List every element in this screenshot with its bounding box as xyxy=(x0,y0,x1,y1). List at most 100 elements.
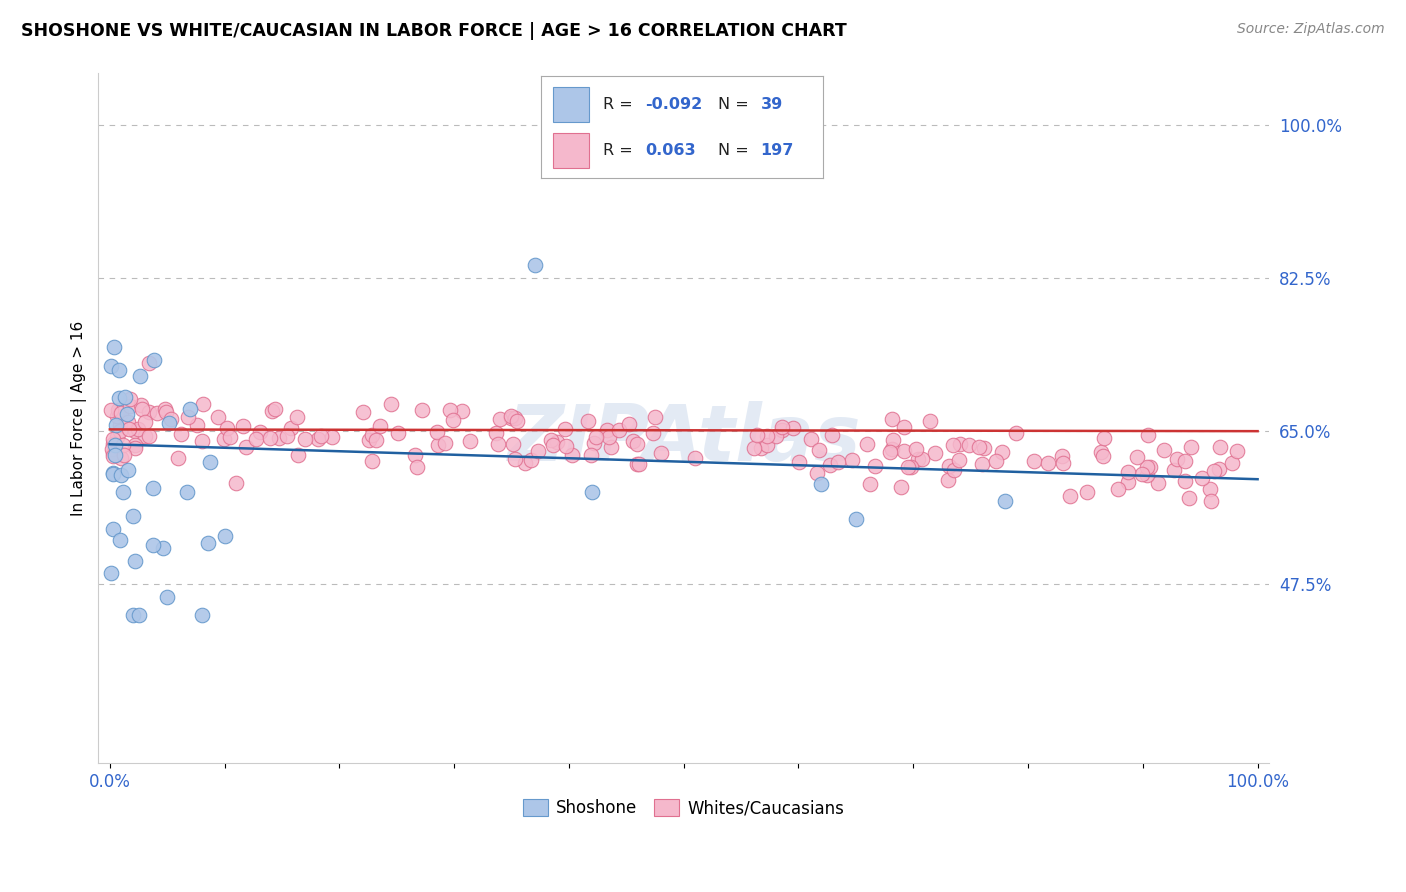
Point xyxy=(683,451,706,466)
Point xyxy=(214,529,236,543)
Point xyxy=(138,429,160,443)
Point xyxy=(259,432,281,446)
Point xyxy=(1059,489,1081,503)
Point xyxy=(1130,467,1153,482)
Point xyxy=(177,409,200,424)
Point xyxy=(352,405,374,419)
Point xyxy=(841,452,863,467)
Point xyxy=(146,406,169,420)
Point xyxy=(124,554,146,568)
Point xyxy=(880,442,903,457)
Point xyxy=(368,419,391,434)
Point xyxy=(191,397,214,411)
Point xyxy=(276,429,298,443)
Point xyxy=(121,607,143,622)
Point xyxy=(924,446,946,460)
Text: R =: R = xyxy=(603,144,633,158)
Point xyxy=(523,258,546,272)
Legend: Shoshone, Whites/Caucasians: Shoshone, Whites/Caucasians xyxy=(516,792,851,824)
Point xyxy=(232,418,254,433)
Bar xyxy=(553,87,589,122)
Point xyxy=(1076,484,1098,499)
Point xyxy=(967,440,990,454)
Point xyxy=(607,423,630,437)
Text: Source: ZipAtlas.com: Source: ZipAtlas.com xyxy=(1237,22,1385,37)
Point xyxy=(311,428,333,442)
Text: N =: N = xyxy=(718,144,749,158)
Point xyxy=(949,437,972,451)
Point xyxy=(827,455,849,469)
Point xyxy=(879,445,901,459)
Point xyxy=(285,410,308,425)
Point xyxy=(105,430,128,444)
Point xyxy=(800,432,823,446)
Point xyxy=(215,421,238,435)
Point xyxy=(124,424,146,438)
Point xyxy=(897,460,920,475)
Point xyxy=(581,485,603,500)
Point xyxy=(426,438,449,452)
Point xyxy=(581,448,603,462)
Point xyxy=(755,429,778,443)
Point xyxy=(260,403,283,417)
Point xyxy=(294,432,316,446)
Point xyxy=(249,425,271,439)
Point xyxy=(994,494,1017,508)
Point xyxy=(627,457,650,471)
Point xyxy=(152,541,174,555)
Point xyxy=(406,459,429,474)
Point xyxy=(124,441,146,455)
Point xyxy=(155,404,177,418)
Point xyxy=(1052,450,1074,464)
Point xyxy=(621,434,644,448)
Point xyxy=(458,434,481,448)
Point xyxy=(554,422,576,436)
Point xyxy=(1199,482,1222,496)
Point xyxy=(598,430,620,444)
Point xyxy=(235,440,257,454)
Point xyxy=(882,412,904,426)
Point xyxy=(107,405,129,419)
Point xyxy=(100,402,122,417)
Point xyxy=(765,429,787,443)
Point xyxy=(1174,475,1197,489)
Point xyxy=(596,423,619,437)
Point xyxy=(643,425,665,440)
Point xyxy=(100,442,122,456)
Point xyxy=(546,434,568,449)
Point xyxy=(103,438,125,452)
Point xyxy=(519,453,541,467)
Point xyxy=(938,459,960,474)
Point xyxy=(1177,491,1199,505)
Point xyxy=(948,453,970,467)
Point xyxy=(287,448,309,462)
Point xyxy=(131,402,153,417)
Point xyxy=(1163,462,1185,476)
Point xyxy=(1208,461,1230,475)
Point xyxy=(986,454,1008,468)
Point xyxy=(957,438,980,452)
Point xyxy=(450,403,472,417)
Point xyxy=(197,535,219,549)
Point xyxy=(1225,443,1247,458)
Point xyxy=(751,441,773,455)
Point xyxy=(100,359,122,374)
Point xyxy=(942,438,965,452)
Point xyxy=(561,448,583,462)
Point xyxy=(617,417,640,432)
Point xyxy=(101,467,124,481)
Point xyxy=(742,441,765,455)
Point xyxy=(280,421,302,435)
Point xyxy=(1038,456,1060,470)
Point xyxy=(626,457,648,471)
Point xyxy=(882,433,904,447)
Point xyxy=(1107,483,1129,497)
Point xyxy=(103,340,125,354)
Point xyxy=(806,467,828,481)
Point xyxy=(225,475,247,490)
Point xyxy=(101,446,124,460)
Point xyxy=(506,414,529,428)
Point xyxy=(1092,431,1115,445)
Point xyxy=(911,452,934,467)
Point xyxy=(770,424,793,438)
